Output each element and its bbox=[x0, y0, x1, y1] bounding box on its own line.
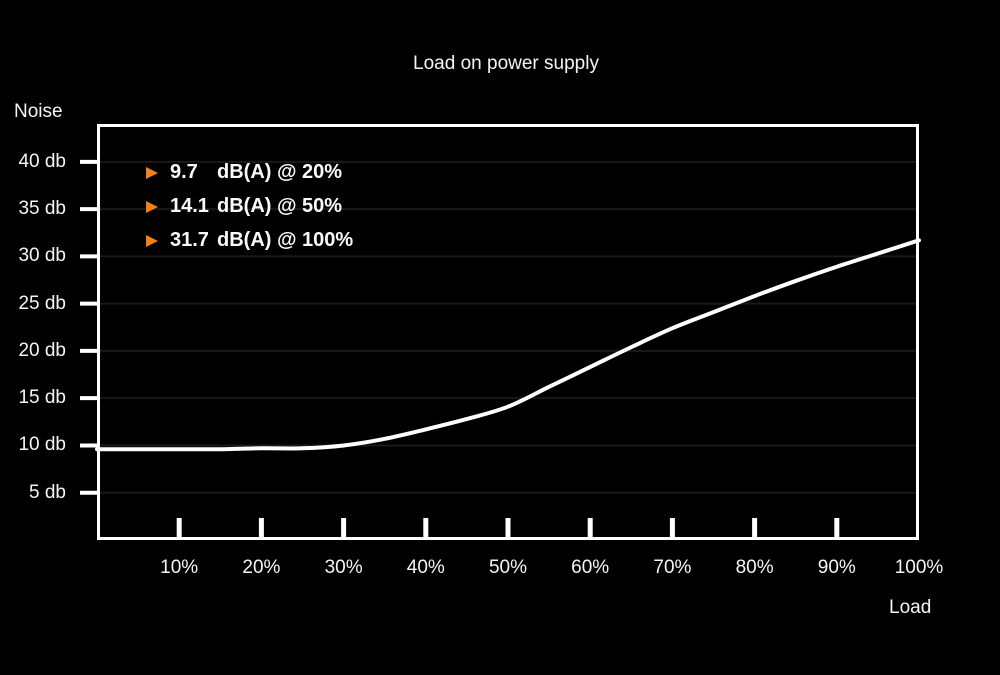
legend-item: 31.7 dB(A) @ 100% bbox=[146, 227, 353, 254]
legend-item: 14.1 dB(A) @ 50% bbox=[146, 193, 353, 220]
plot-border bbox=[97, 124, 919, 540]
chart-title: Load on power supply bbox=[413, 53, 599, 74]
legend: 9.7 dB(A) @ 20% 14.1 dB(A) @ 50% 31.7 dB(A) @… bbox=[146, 159, 353, 261]
y-tick-label: 25 db bbox=[18, 292, 66, 314]
y-tick-label: 15 db bbox=[18, 387, 66, 409]
noise-curve bbox=[95, 238, 921, 452]
x-tick-label: 40% bbox=[406, 557, 445, 578]
right-triangle-icon bbox=[146, 200, 158, 213]
x-tick-label: 90% bbox=[817, 557, 856, 578]
x-tick-label: 60% bbox=[571, 557, 610, 578]
y-axis-label: Noise bbox=[14, 101, 63, 122]
legend-text: dB(A) @ 100% bbox=[217, 229, 354, 251]
x-tick-label: 100% bbox=[894, 557, 944, 578]
right-triangle-icon bbox=[146, 234, 158, 247]
legend-value: 9.7 bbox=[170, 161, 198, 183]
y-tick-label: 5 db bbox=[29, 481, 66, 503]
legend-value: 14.1 bbox=[170, 195, 209, 217]
x-tick-label: 30% bbox=[324, 557, 363, 578]
x-tick-label: 10% bbox=[160, 557, 199, 578]
x-tick-label: 50% bbox=[488, 557, 528, 578]
x-tick-label: 20% bbox=[242, 557, 281, 578]
y-tick-label: 30 db bbox=[18, 245, 66, 267]
y-tick-label: 35 db bbox=[18, 198, 66, 220]
legend-text: dB(A) @ 50% bbox=[217, 195, 343, 217]
y-tick-label: 40 db bbox=[18, 150, 66, 172]
legend-value: 31.7 bbox=[170, 229, 209, 251]
y-tick-label: 10 db bbox=[18, 434, 66, 456]
y-tick-label: 20 db bbox=[18, 339, 66, 361]
x-tick-label: 70% bbox=[653, 557, 692, 578]
x-axis-label: Load bbox=[889, 597, 932, 618]
right-triangle-icon bbox=[146, 166, 158, 179]
legend-text: dB(A) @ 20% bbox=[217, 161, 343, 183]
legend-item: 9.7 dB(A) @ 20% bbox=[146, 159, 353, 186]
x-tick-label: 80% bbox=[735, 557, 774, 578]
